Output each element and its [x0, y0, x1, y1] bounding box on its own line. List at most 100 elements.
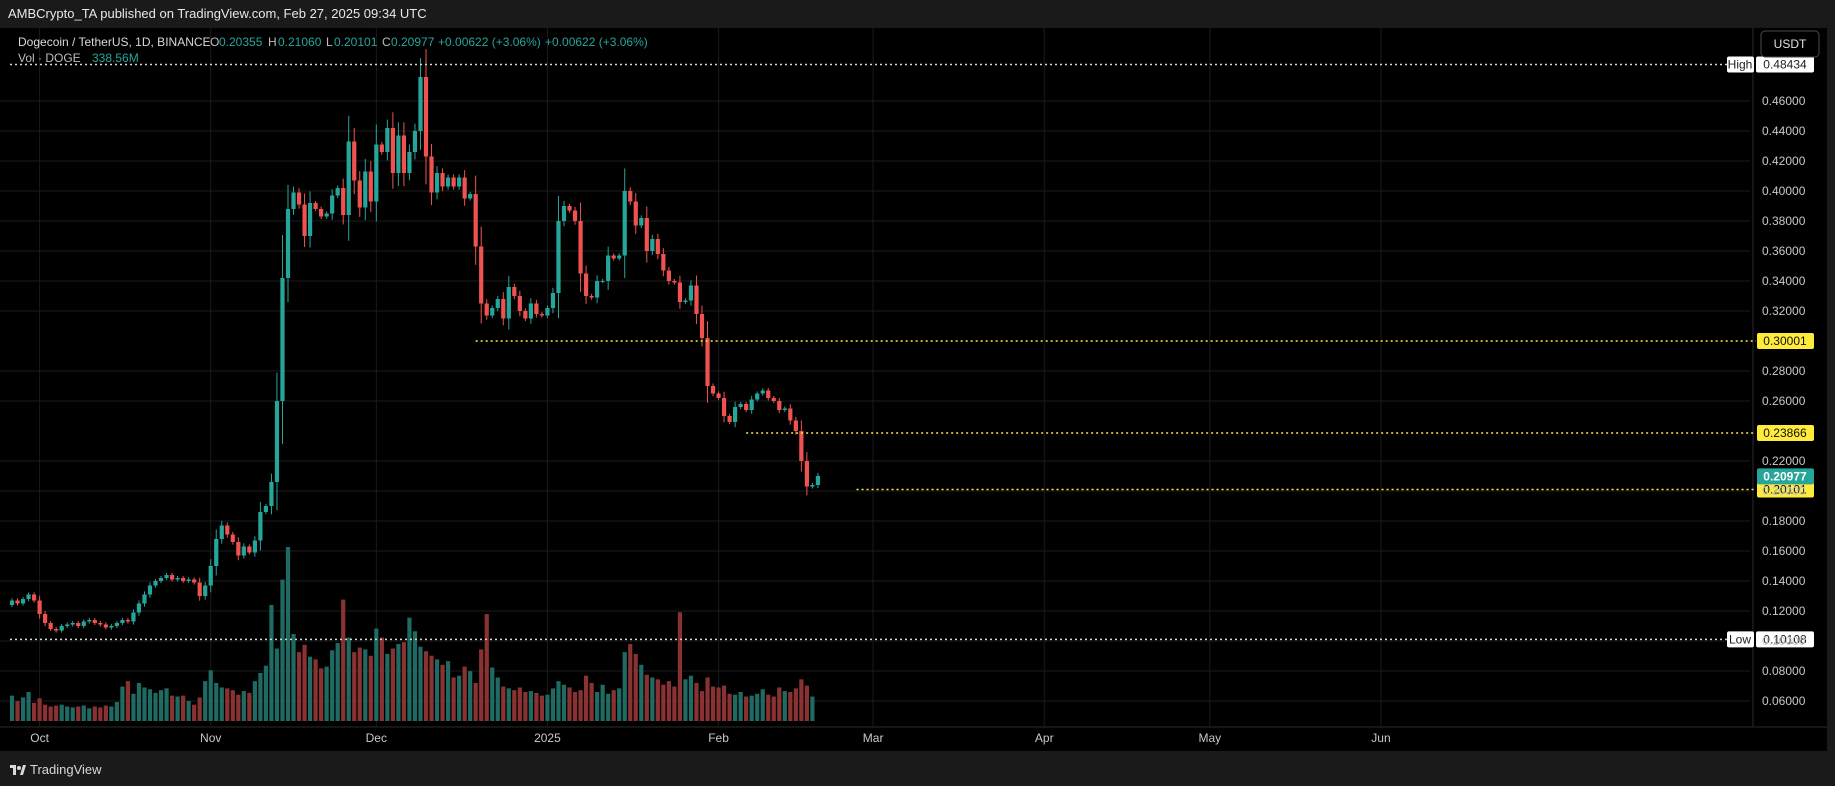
volume-bar-41 [236, 694, 241, 721]
y-tick-label-14: 0.38000 [1762, 214, 1806, 228]
y-tick-label-5: 0.16000 [1762, 544, 1806, 558]
candle-body-115 [644, 218, 649, 251]
y-tick-label-0: 0.06000 [1762, 694, 1806, 708]
volume-bar-34 [197, 697, 202, 721]
price-axis[interactable]: 0.06000 0.08000 0.10000 0.12000 0.14000 0.160… [1762, 94, 1806, 708]
candle-body-144 [804, 461, 809, 487]
volume-bar-22 [131, 693, 136, 721]
candle-body-135 [755, 393, 760, 400]
x-tick-label-3: 2025 [534, 731, 561, 745]
volume-bar-43 [247, 692, 252, 721]
candle-66 [374, 124, 379, 222]
candle-98 [550, 287, 556, 314]
volume-bar-29 [169, 695, 175, 721]
currency-button[interactable]: USDT [1760, 30, 1820, 58]
candle-125 [699, 305, 705, 347]
y-tick-label-3: 0.12000 [1762, 604, 1806, 618]
volume-bar-69 [390, 648, 395, 721]
volume-bar-55 [313, 659, 318, 721]
candle-body-121 [677, 282, 683, 302]
candle-95 [534, 299, 539, 318]
candle-body-62 [352, 141, 357, 181]
candle-body-64 [363, 171, 368, 208]
volume-bar-68 [385, 653, 390, 721]
candle-81 [457, 174, 462, 190]
candle-body-122 [683, 300, 688, 302]
last-price-value: 0.20977 [1763, 469, 1807, 483]
volume-bar-83 [468, 671, 473, 721]
volume-bar-96 [539, 695, 545, 721]
candle-body-95 [534, 303, 539, 314]
volume-bar-133 [744, 696, 749, 721]
candle-body-27 [158, 578, 164, 581]
volume-bar-33 [192, 704, 197, 721]
level-price-0: 0.30001 [1763, 334, 1807, 348]
candle-body-117 [655, 239, 660, 254]
volume-bar-113 [633, 653, 638, 721]
extreme-name-1: Low [1729, 632, 1751, 646]
volume-bar-19 [114, 701, 119, 721]
extreme-tag-1 [1727, 631, 1754, 648]
candle-26 [153, 578, 158, 588]
candle-97 [545, 305, 550, 319]
candle-130 [727, 413, 732, 425]
x-tick-label-0: Oct [30, 731, 49, 745]
candle-body-106 [595, 281, 600, 298]
candle-22 [131, 609, 136, 625]
currency-button-frame[interactable] [1760, 30, 1820, 58]
candle-141 [788, 404, 793, 425]
candle-143 [799, 420, 804, 472]
extreme-tag-0 [1727, 56, 1754, 73]
candle-68 [385, 119, 390, 161]
candle-111 [622, 168, 627, 279]
close-value: 0.20977 [391, 35, 435, 49]
candle-body-1 [15, 600, 20, 604]
volume-bar-120 [672, 686, 677, 721]
candle-15 [92, 617, 97, 626]
volume-bar-136 [760, 689, 765, 721]
chart-pane[interactable] [0, 28, 1827, 751]
legend: Dogecoin / TetherUS, 1D, BINANCE O 0.203… [18, 35, 648, 65]
candle-body-132 [738, 404, 743, 407]
candle-140 [782, 406, 787, 413]
candle-86 [484, 299, 489, 320]
candle-0 [9, 598, 15, 608]
candle-136 [760, 388, 765, 396]
candle-body-116 [650, 239, 655, 251]
volume-bar-38 [219, 687, 224, 721]
volume-bar-79 [445, 661, 451, 721]
candle-129 [721, 391, 727, 423]
candle-body-74 [418, 77, 423, 131]
volume-bar-98 [550, 688, 556, 721]
candle-body-138 [771, 398, 776, 401]
volume-bar-105 [589, 682, 594, 721]
candle-body-127 [710, 386, 716, 394]
volume-bar-81 [457, 675, 462, 721]
candle-51 [291, 186, 296, 215]
candle-body-9 [59, 626, 64, 631]
candle-70 [396, 122, 401, 187]
volume-bar-13 [81, 705, 86, 721]
candle-body-105 [589, 296, 594, 298]
candle-body-140 [782, 408, 787, 410]
time-axis[interactable]: Oct Nov Dec 2025 Feb Mar Apr May Jun [30, 731, 1390, 745]
candle-116 [650, 234, 655, 256]
volume-bar-82 [462, 666, 467, 721]
candle-112 [628, 187, 633, 206]
candle-body-131 [733, 407, 738, 422]
currency-button-label[interactable]: USDT [1774, 37, 1807, 51]
volume-bar-6 [43, 704, 48, 721]
candle-body-5 [37, 600, 42, 614]
volume-bar-86 [484, 614, 489, 721]
volume-bar-100 [561, 684, 567, 721]
candle-84 [473, 175, 478, 265]
candle-79 [445, 174, 451, 190]
x-tick-label-8: Jun [1371, 731, 1390, 745]
candle-body-58 [330, 195, 335, 214]
candle-body-3 [26, 594, 31, 599]
volume-bar-23 [136, 682, 142, 721]
volume-bar-1 [15, 701, 20, 721]
volume-bar-57 [324, 666, 329, 721]
change-value-2: +0.00622 (+3.06%) [545, 35, 648, 49]
